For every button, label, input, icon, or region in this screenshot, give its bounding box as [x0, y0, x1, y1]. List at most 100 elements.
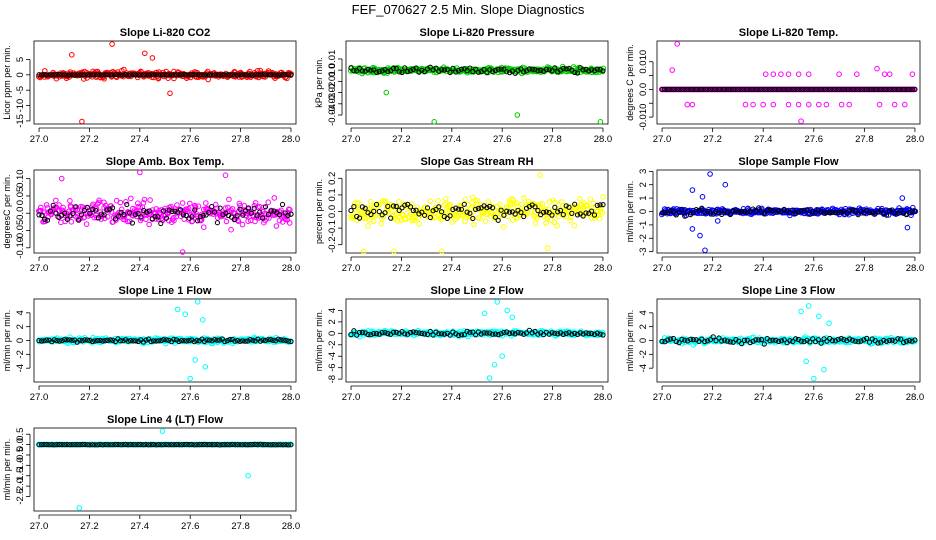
reference-point: [555, 209, 561, 215]
chart-title: Slope Line 2 Flow: [431, 285, 524, 297]
reference-point: [710, 86, 716, 93]
reference-point: [252, 72, 258, 78]
reference-point: [797, 86, 803, 93]
reference-point: [262, 442, 269, 448]
reference-point: [186, 72, 192, 78]
reference-point: [359, 329, 365, 336]
reference-point: [815, 337, 821, 343]
reference-point: [849, 207, 856, 213]
reference-point: [906, 338, 912, 344]
y-tick-label: -0.04: [327, 104, 338, 126]
data-point: [416, 221, 423, 227]
reference-point: [112, 72, 119, 78]
data-point: [64, 213, 71, 220]
data-points: [348, 63, 607, 125]
reference-point: [830, 86, 836, 93]
reference-point: [419, 67, 425, 74]
x-tick-label: 27.8: [855, 392, 874, 403]
outlier-point: [187, 375, 193, 382]
reference-point: [719, 338, 725, 344]
reference-point: [176, 442, 182, 448]
reference-point: [262, 337, 269, 343]
reference-point: [257, 441, 263, 447]
reference-point: [840, 86, 847, 93]
data-point: [187, 200, 193, 207]
reference-point: [237, 72, 243, 78]
reference-point: [376, 209, 382, 215]
reference-point: [730, 339, 736, 345]
outlier-point: [823, 101, 830, 108]
reference-point: [407, 329, 414, 336]
reference-point: [583, 210, 589, 216]
reference-point: [886, 337, 893, 344]
x-tick-label: 28.0: [282, 392, 301, 403]
data-point: [482, 218, 489, 224]
reference-point: [265, 442, 271, 448]
reference-point: [793, 336, 799, 342]
reference-point: [382, 210, 388, 216]
data-point: [203, 200, 209, 206]
reference-point: [135, 211, 141, 217]
outlier-point: [481, 310, 488, 317]
x-tick-label: 27.4: [131, 521, 150, 532]
reference-point: [512, 331, 518, 337]
reference-point: [871, 86, 877, 93]
reference-point: [351, 204, 357, 210]
reference-point: [128, 72, 134, 78]
data-point: [223, 218, 230, 225]
reference-point: [72, 72, 78, 78]
reference-point: [586, 331, 592, 337]
reference-point: [739, 209, 745, 215]
reference-point: [538, 67, 544, 74]
reference-point: [161, 208, 167, 214]
outlier-point: [846, 101, 853, 108]
reference-point: [481, 330, 487, 336]
reference-point: [835, 209, 841, 215]
reference-point: [758, 337, 765, 343]
reference-point: [112, 441, 119, 448]
reference-point: [664, 86, 670, 93]
x-tick-label: 27.2: [703, 263, 722, 274]
reference-point: [820, 86, 826, 93]
y-tick-label: -1.0: [15, 457, 26, 473]
data-point: [96, 197, 102, 204]
y-tick-label: -4: [638, 364, 649, 372]
outlier-point: [770, 101, 777, 108]
reference-point: [518, 330, 524, 336]
x-tick-label: 27.8: [231, 521, 250, 532]
reference-point: [39, 212, 45, 218]
reference-point: [453, 69, 459, 75]
reference-point: [97, 441, 103, 448]
y-tick-label: -4: [327, 352, 338, 360]
reference-point: [659, 86, 665, 93]
reference-point: [102, 338, 108, 344]
data-point: [351, 214, 357, 221]
reference-point: [879, 86, 885, 93]
reference-point: [178, 338, 185, 344]
y-axis-label: degreesC per min.: [2, 174, 12, 248]
reference-point: [747, 340, 753, 346]
data-point: [243, 213, 250, 219]
reference-point: [659, 338, 665, 344]
reference-point: [247, 72, 253, 78]
reference-point: [487, 203, 493, 210]
reference-point: [810, 336, 816, 342]
reference-point: [133, 338, 139, 344]
reference-point: [102, 441, 108, 448]
reference-point: [257, 209, 263, 215]
outlier-point: [795, 101, 802, 108]
y-tick-label: 0.0: [15, 207, 26, 220]
reference-point: [92, 72, 98, 78]
outlier-point: [174, 306, 181, 313]
data-point: [239, 221, 246, 228]
reference-point: [268, 337, 274, 343]
x-tick-label: 27.2: [392, 134, 411, 145]
reference-point: [849, 337, 856, 343]
data-point: [521, 195, 527, 201]
reference-point: [484, 70, 490, 76]
reference-point: [832, 209, 839, 215]
y-tick-label: 2: [327, 319, 338, 324]
outlier-point: [742, 101, 749, 108]
reference-point: [569, 210, 575, 216]
